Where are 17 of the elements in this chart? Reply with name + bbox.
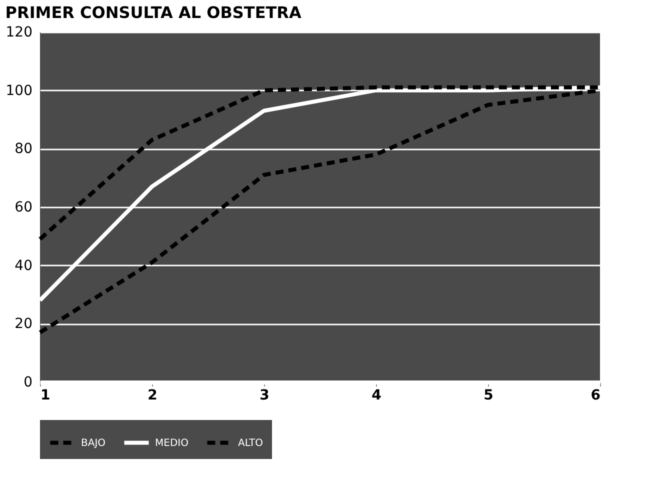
x-tick-label: 6 — [590, 388, 600, 404]
legend-label: MEDIO — [155, 438, 189, 449]
x-tick-label: 5 — [484, 388, 494, 404]
y-tick-label: 40 — [14, 258, 32, 274]
y-tick-label: 80 — [14, 141, 32, 158]
chart-title: PRIMER CONSULTA AL OBSTETRA — [5, 3, 302, 22]
y-tick-label: 100 — [6, 82, 32, 99]
y-tick-label: 20 — [14, 316, 32, 332]
x-tick-label: 1 — [40, 388, 50, 404]
x-tick-label: 3 — [260, 388, 270, 404]
y-tick-label: 0 — [24, 374, 32, 390]
x-tick-label: 4 — [372, 388, 382, 404]
x-tick-label: 2 — [148, 388, 158, 404]
y-tick-label: 60 — [14, 200, 32, 216]
y-tick-label: 120 — [6, 24, 32, 40]
legend-label: ALTO — [238, 438, 264, 449]
legend-label: BAJO — [81, 438, 106, 449]
